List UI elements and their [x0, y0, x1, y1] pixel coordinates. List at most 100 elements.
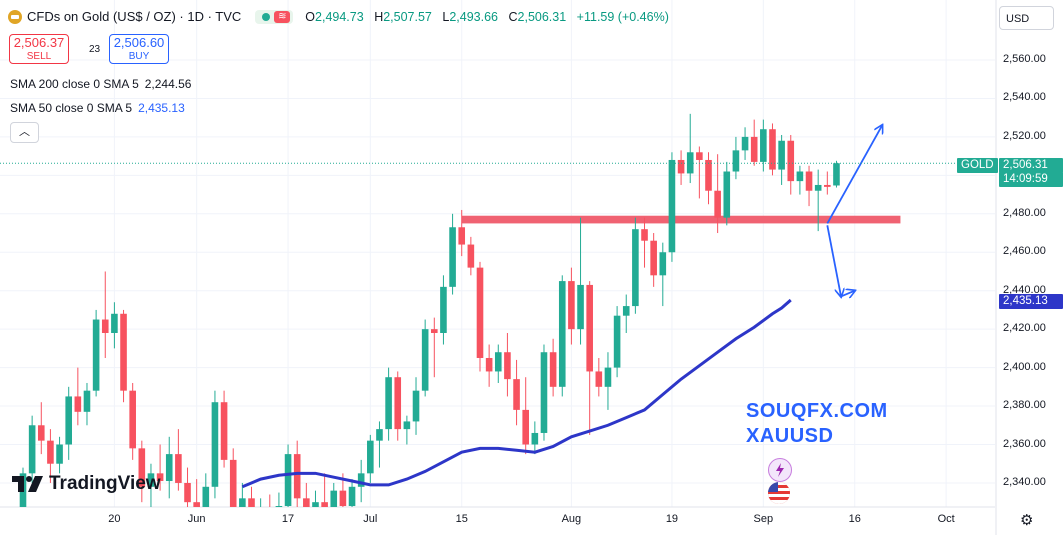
candle: [138, 440, 146, 503]
candle: [348, 479, 356, 507]
candle: [824, 171, 831, 195]
candle: [522, 377, 529, 455]
candle: [147, 463, 155, 507]
candle: [595, 357, 603, 397]
candle: [549, 338, 557, 397]
symbol-gold-icon: [8, 9, 22, 24]
candle: [668, 152, 676, 262]
tradingview-mark-icon: [12, 476, 43, 492]
candle: [467, 236, 475, 276]
realtime-icon: ≋: [274, 10, 291, 23]
watermark-site: SOUQFX.COM: [746, 400, 888, 422]
candle: [92, 309, 100, 397]
candle: [211, 390, 219, 499]
last-price-tag: 2,506.31: [999, 158, 1063, 173]
candle: [650, 233, 657, 287]
market-open-dot-icon: [262, 12, 271, 21]
candle: [37, 402, 45, 455]
time-tick-label: Jul: [363, 513, 378, 525]
buy-price: 2,506.60: [113, 35, 165, 50]
candle: [111, 302, 118, 349]
candle: [156, 444, 164, 491]
price-tick-label: 2,560.00: [1003, 53, 1046, 65]
price-tick-label: 2,340.00: [1003, 475, 1046, 488]
candle: [796, 165, 804, 195]
sma200-label: SMA 200 close 0 SMA 5: [10, 77, 139, 91]
candle: [175, 429, 182, 491]
candle: [705, 152, 712, 205]
candle: [120, 309, 127, 403]
buy-label: BUY: [128, 51, 150, 62]
time-tick-label: 15: [455, 513, 468, 525]
market-status[interactable]: ≋: [255, 9, 294, 24]
candle: [275, 492, 283, 508]
price-tick-label: 2,440.00: [1003, 283, 1046, 296]
sma50-label: SMA 50 close 0 SMA 5: [10, 101, 133, 115]
candle: [659, 242, 667, 307]
candle: [622, 294, 630, 333]
candle: [74, 367, 82, 426]
ohlc-readout: O2,494.73 H2,507.57 L2,493.66 C2,506.31 …: [305, 10, 676, 24]
buy-button[interactable]: 2,506.60 BUY: [109, 34, 169, 64]
candle: [778, 134, 785, 185]
candle: [732, 136, 740, 180]
candle: [165, 436, 173, 499]
projection-arrow: [826, 125, 882, 224]
candle: [805, 165, 813, 207]
sma200-legend[interactable]: SMA 200 close 0 SMA 5 2,244.56: [10, 77, 191, 91]
tradingview-wordmark: TradingView: [49, 473, 161, 494]
price-tick-label: 2,380.00: [1003, 399, 1046, 412]
candle: [56, 436, 63, 474]
candle: [440, 275, 447, 345]
candle: [787, 134, 795, 195]
price-tick-label: 2,400.00: [1003, 360, 1046, 373]
time-tick-label: Aug: [561, 513, 582, 525]
candle: [321, 473, 328, 507]
sell-button[interactable]: 2,506.37 SELL: [9, 34, 69, 64]
candle: [385, 367, 392, 441]
price-tick-label: 2,480.00: [1003, 206, 1046, 219]
us-flag-icon[interactable]: [768, 482, 790, 504]
spread-value: 23: [89, 44, 101, 55]
candle: [193, 479, 200, 507]
candle: [367, 434, 374, 483]
price-tick-label: 2,420.00: [1003, 322, 1046, 335]
sma200-value: 2,244.56: [144, 77, 192, 91]
legend-collapse-button[interactable]: ︿: [10, 122, 39, 143]
projection-arrow: [826, 225, 841, 296]
candle: [184, 467, 191, 507]
candle: [814, 169, 822, 232]
bar-countdown-tag: 14:09:59: [999, 172, 1063, 187]
time-tick-label: Jun: [187, 513, 206, 525]
time-tick-label: 16: [848, 513, 861, 525]
currency-select[interactable]: USD: [999, 6, 1054, 30]
candle: [421, 319, 429, 397]
candle: [760, 119, 767, 172]
open-label: O: [305, 9, 316, 24]
price-tick-label: 2,460.00: [1003, 245, 1046, 258]
candle: [47, 429, 54, 483]
candle: [531, 421, 539, 455]
high-label: H: [374, 9, 384, 24]
change-value: +11.59 (+0.46%): [576, 9, 669, 24]
candle: [129, 382, 136, 460]
sma50-line: [241, 298, 792, 489]
candle: [376, 421, 383, 468]
candle: [723, 161, 731, 226]
events-icon[interactable]: [768, 458, 792, 482]
currency-label: USD: [1006, 13, 1030, 25]
sell-label: SELL: [26, 51, 52, 62]
sma50-price-tag: 2,435.13: [999, 294, 1063, 309]
time-tick-label: 17: [281, 513, 295, 525]
candle: [558, 275, 566, 397]
settings-gear-icon[interactable]: ⚙: [1020, 512, 1034, 529]
symbol-price-tag: GOLD: [957, 158, 998, 173]
candle: [202, 473, 210, 507]
watermark-symbol: XAUUSD: [746, 425, 834, 447]
candle: [431, 317, 438, 378]
time-tick-label: 19: [665, 513, 679, 525]
symbol-title[interactable]: CFDs on Gold (US$ / OZ) · 1D · TVC: [27, 9, 242, 24]
candle: [449, 213, 456, 295]
low-label: L: [442, 9, 450, 24]
sma50-legend[interactable]: SMA 50 close 0 SMA 5 2,435.13: [10, 101, 185, 115]
